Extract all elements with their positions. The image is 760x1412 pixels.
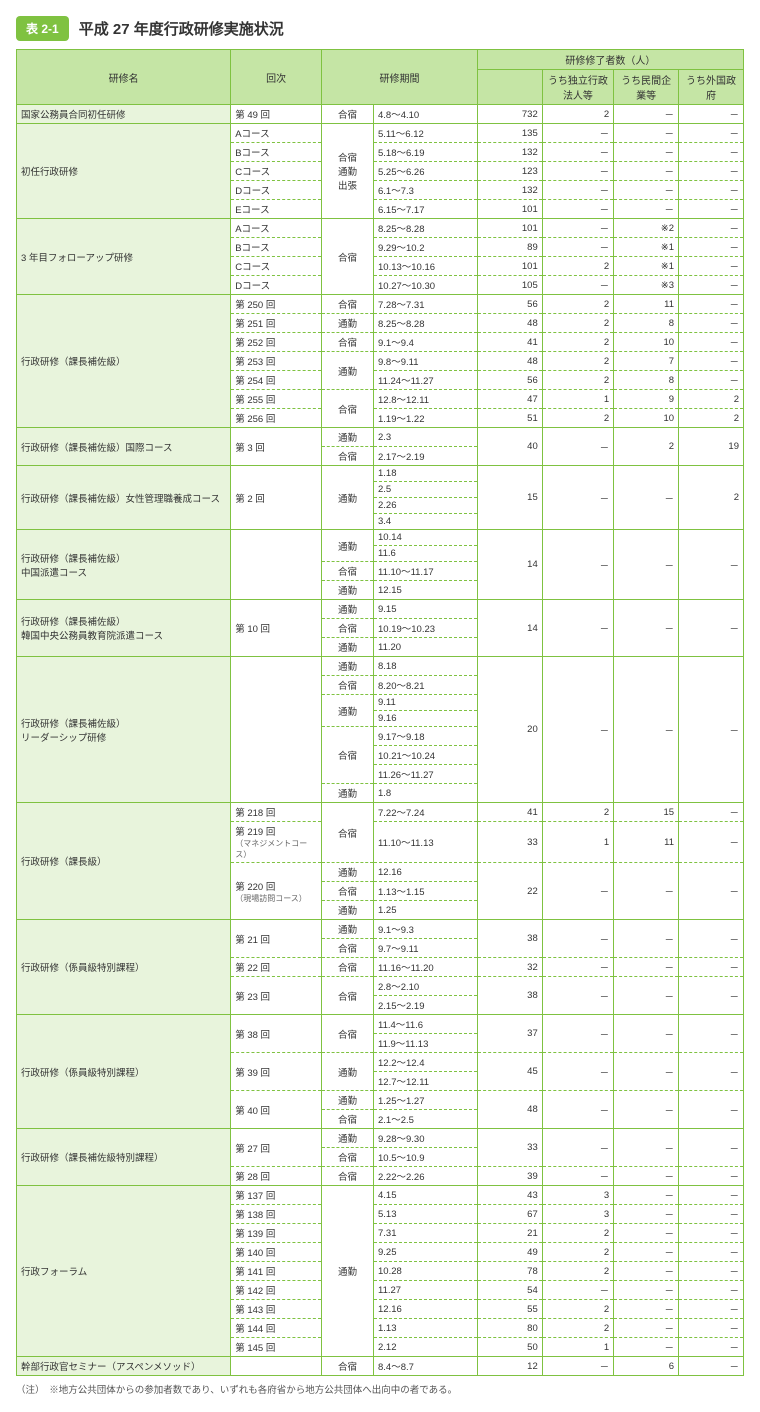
col-count-dokuritsu: うち独立行政法人等 — [542, 70, 613, 105]
table-row: 初任行政研修 Aコース 合宿通勤出張 5.11～6.12 135 － － － — [17, 124, 744, 143]
table-tag: 表 2-1 — [16, 16, 69, 41]
col-count-group: 研修修了者数（人） — [477, 50, 743, 70]
table-body: 国家公務員合同初任研修 第 49 回 合宿 4.8～4.10 732 2 － －… — [17, 105, 744, 1376]
table-row: 行政研修（課長補佐級特別課程） 第 27 回 通勤9.28～9.30 33－－－ — [17, 1129, 744, 1148]
table-row: 幹部行政官セミナー（アスペンメソッド） 合宿 8.4～8.7 12－6－ — [17, 1357, 744, 1376]
table-row: 行政研修（係員級特別課程） 第 38 回 合宿 11.4～11.6 37－－－ — [17, 1015, 744, 1034]
table-row: 行政研修（課長補佐級） 第 250 回 合宿 7.28～7.31 56211－ — [17, 295, 744, 314]
table-row: 行政フォーラム 第 137 回 通勤 4.15 433－－ — [17, 1186, 744, 1205]
table-header: 表 2-1 平成 27 年度行政研修実施状況 — [16, 16, 744, 41]
training-table: 研修名 回次 研修期間 研修修了者数（人） うち独立行政法人等 うち民間企業等 … — [16, 49, 744, 1376]
table-row: 行政研修（課長補佐級） 韓国中央公務員教育院派遣コース 第 10 回 通勤9.1… — [17, 600, 744, 619]
table-row: 行政研修（課長級） 第 218 回 合宿 7.22～7.24 41215－ — [17, 803, 744, 822]
col-count-minkan: うち民間企業等 — [614, 70, 679, 105]
table-row: 行政研修（課長補佐級）国際コース 第 3 回 通勤2.3 40－219 — [17, 428, 744, 447]
table-title: 平成 27 年度行政研修実施状況 — [79, 18, 284, 39]
table-row: 行政研修（課長補佐級）女性管理職養成コース 第 2 回 通勤 1.18 15－－… — [17, 466, 744, 482]
table-row: 3 年目フォローアップ研修 Aコース 合宿 8.25～8.28 101－※2－ — [17, 219, 744, 238]
table-row: 行政研修（係員級特別課程） 第 21 回 通勤9.1～9.3 38－－－ — [17, 920, 744, 939]
col-kai: 回次 — [231, 50, 322, 105]
footnote: （注） ※地方公共団体からの参加者数であり、いずれも各府省から地方公共団体へ出向… — [16, 1382, 744, 1396]
col-count-gaikoku: うち外国政府 — [679, 70, 744, 105]
table-row: 行政研修（課長補佐級） リーダーシップ研修 通勤8.18 20－－－ — [17, 657, 744, 676]
col-count-blank — [477, 70, 542, 105]
col-name: 研修名 — [17, 50, 231, 105]
table-row: 国家公務員合同初任研修 第 49 回 合宿 4.8～4.10 732 2 － － — [17, 105, 744, 124]
col-period: 研修期間 — [322, 50, 478, 105]
table-row: 行政研修（課長補佐級） 中国派遣コース 通勤10.14 14－－－ — [17, 530, 744, 546]
